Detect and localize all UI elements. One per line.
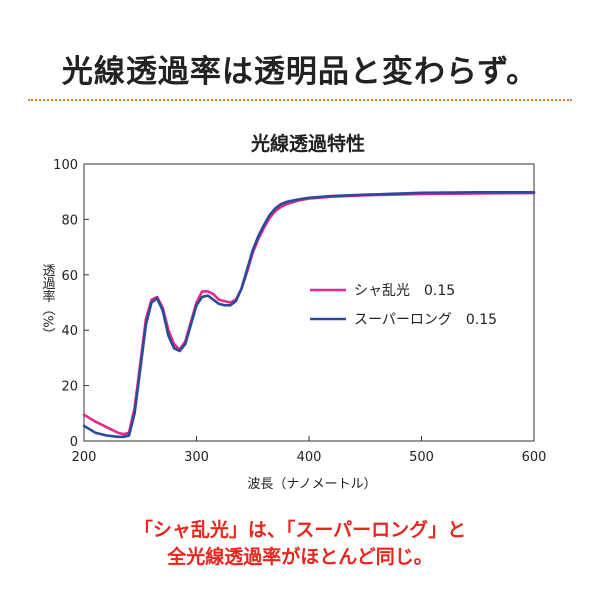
y-tick-label: 80 <box>61 213 78 228</box>
y-tick-label: 60 <box>61 269 78 284</box>
y-tick-label: 20 <box>61 380 78 395</box>
legend-label-1: シャ乱光 0.15 <box>354 283 455 299</box>
chart-title: 光線透過特性 <box>250 132 365 155</box>
x-axis-ticks: 200 300 400 500 600 <box>72 436 547 465</box>
x-axis-label: 波長（ナノメートル） <box>247 477 376 492</box>
transmittance-chart: 光線透過特性 200 300 400 500 600 0 20 40 60 80 100 シャ乱光… <box>0 120 600 500</box>
caption-line-2: 全光線透過率がほとんど同じ。 <box>167 546 433 568</box>
y-axis-label: 透過率（%） <box>40 263 56 340</box>
headline: 光線透過率は透明品と変わらず。 <box>61 54 539 90</box>
y-tick-label: 0 <box>70 435 78 450</box>
y-tick-label: 40 <box>61 324 78 339</box>
x-tick-label: 600 <box>522 450 547 465</box>
y-axis-ticks: 0 20 40 60 80 100 <box>53 158 89 450</box>
dotted-divider <box>28 99 572 101</box>
caption-line-1: 「シャ乱光」は、「スーパーロング」と <box>133 519 467 541</box>
x-tick-label: 300 <box>184 450 209 465</box>
legend: シャ乱光 0.15 スーパーロング 0.15 <box>310 283 497 328</box>
x-tick-label: 400 <box>297 450 322 465</box>
chart-svg: 光線透過特性 200 300 400 500 600 0 20 40 60 80 100 シャ乱光… <box>40 132 547 492</box>
y-tick-label: 100 <box>53 158 78 173</box>
x-tick-label: 200 <box>72 450 97 465</box>
series-lines <box>82 191 536 439</box>
legend-label-2: スーパーロング 0.15 <box>354 312 497 328</box>
x-tick-label: 500 <box>409 450 434 465</box>
series-line-2 <box>82 191 536 439</box>
